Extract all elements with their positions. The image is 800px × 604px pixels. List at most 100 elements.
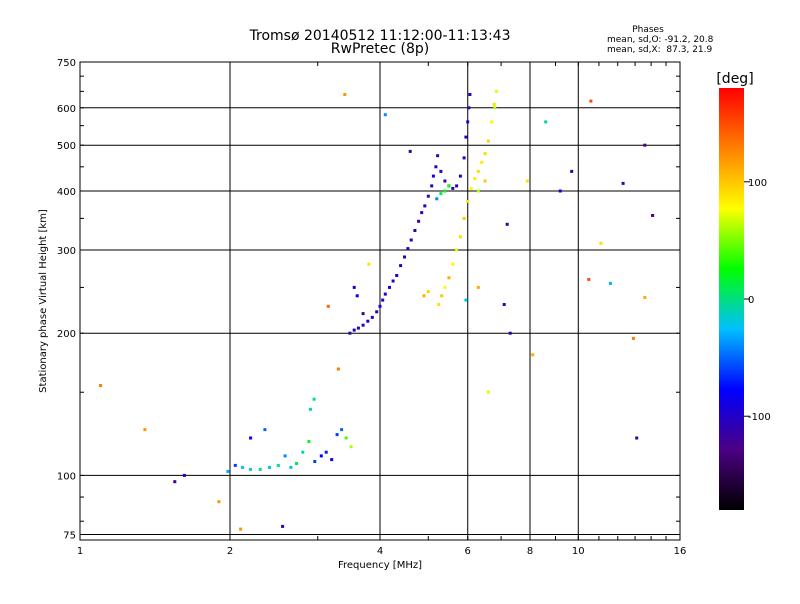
x-tick-label: 4	[377, 546, 383, 557]
data-point	[447, 276, 451, 280]
data-point	[426, 290, 430, 294]
data-point	[268, 465, 271, 469]
data-point	[490, 120, 494, 124]
data-point	[599, 241, 603, 245]
data-point	[531, 353, 535, 357]
data-point	[587, 277, 591, 281]
data-point	[335, 433, 339, 437]
data-point	[391, 279, 395, 283]
data-point	[502, 303, 506, 306]
data-point	[464, 298, 468, 302]
data-point	[570, 169, 574, 173]
data-point	[417, 219, 421, 223]
data-point	[408, 149, 412, 153]
y-tick-label: 300	[57, 246, 76, 257]
data-point	[458, 235, 462, 239]
data-point	[651, 214, 655, 217]
data-point	[352, 285, 356, 289]
data-point	[283, 454, 287, 458]
colorbar-tick-label: 0	[748, 295, 754, 306]
y-tick-label: 750	[57, 58, 76, 69]
data-point	[635, 436, 639, 440]
y-tick-label: 400	[57, 187, 76, 198]
phase-box-line2: mean, sd,X: 87.3, 21.9	[607, 45, 713, 55]
x-tick-label: 16	[674, 546, 687, 557]
data-point	[443, 189, 447, 193]
data-point	[313, 460, 317, 463]
data-point	[505, 222, 509, 226]
data-point	[361, 323, 365, 327]
data-point	[241, 465, 245, 469]
data-point	[451, 186, 455, 190]
colorbar-ticks: 100 0 -100	[744, 178, 771, 423]
data-point	[436, 154, 440, 158]
colorbar-label: [deg]	[716, 71, 753, 87]
data-point	[182, 473, 186, 477]
data-point	[348, 331, 352, 335]
data-point	[326, 304, 330, 308]
y-axis: 75 100 200 300 400 500 600 750	[57, 58, 680, 541]
data-point	[375, 310, 379, 314]
data-point	[466, 200, 470, 203]
data-point	[443, 285, 447, 289]
data-point	[340, 428, 344, 432]
data-point	[319, 454, 323, 458]
chart-title: Tromsø 20140512 11:12:00-11:13:43	[249, 28, 511, 44]
data-point	[366, 319, 370, 323]
data-point	[330, 458, 334, 462]
data-point	[426, 194, 430, 198]
x-axis-label: Frequency [MHz]	[338, 560, 422, 571]
data-point	[486, 390, 490, 394]
y-tick-label: 75	[63, 530, 76, 541]
data-point	[643, 296, 647, 299]
data-point	[462, 216, 466, 220]
data-point	[462, 156, 466, 160]
data-point	[430, 184, 434, 188]
data-point	[249, 436, 253, 440]
data-point	[383, 113, 387, 117]
data-point	[434, 165, 438, 169]
x-tick-label: 10	[572, 546, 585, 557]
data-point	[608, 281, 612, 285]
data-point	[143, 428, 147, 432]
data-point	[458, 174, 462, 178]
data-point	[476, 189, 480, 193]
data-point	[469, 186, 473, 190]
data-point	[263, 428, 267, 432]
data-point	[468, 93, 472, 96]
data-point	[413, 229, 417, 232]
data-point	[493, 106, 497, 110]
data-point	[476, 285, 480, 289]
data-point	[276, 463, 280, 467]
data-point	[455, 248, 459, 252]
data-point	[352, 328, 356, 332]
data-point	[439, 192, 443, 196]
data-point	[383, 292, 387, 296]
data-point	[447, 184, 451, 188]
data-point	[544, 120, 548, 124]
data-point	[440, 294, 444, 298]
data-points	[99, 89, 655, 531]
data-point	[343, 93, 347, 96]
data-point	[476, 169, 480, 173]
data-point	[307, 440, 311, 443]
x-axis: 1 2 4 6 8 10 16	[77, 62, 687, 557]
data-point	[437, 303, 441, 306]
data-point	[295, 462, 298, 465]
x-tick-label: 2	[227, 546, 233, 557]
data-point	[466, 120, 470, 124]
data-point	[378, 304, 382, 308]
data-point	[395, 274, 399, 277]
data-point	[455, 184, 459, 188]
data-point	[403, 255, 406, 259]
grid-lines	[80, 62, 680, 540]
data-point	[312, 397, 316, 401]
data-point	[420, 211, 424, 215]
y-tick-label: 100	[57, 471, 76, 482]
data-point	[344, 436, 348, 440]
x-tick-label: 1	[77, 546, 83, 557]
data-point	[356, 326, 360, 330]
data-point	[558, 189, 562, 193]
